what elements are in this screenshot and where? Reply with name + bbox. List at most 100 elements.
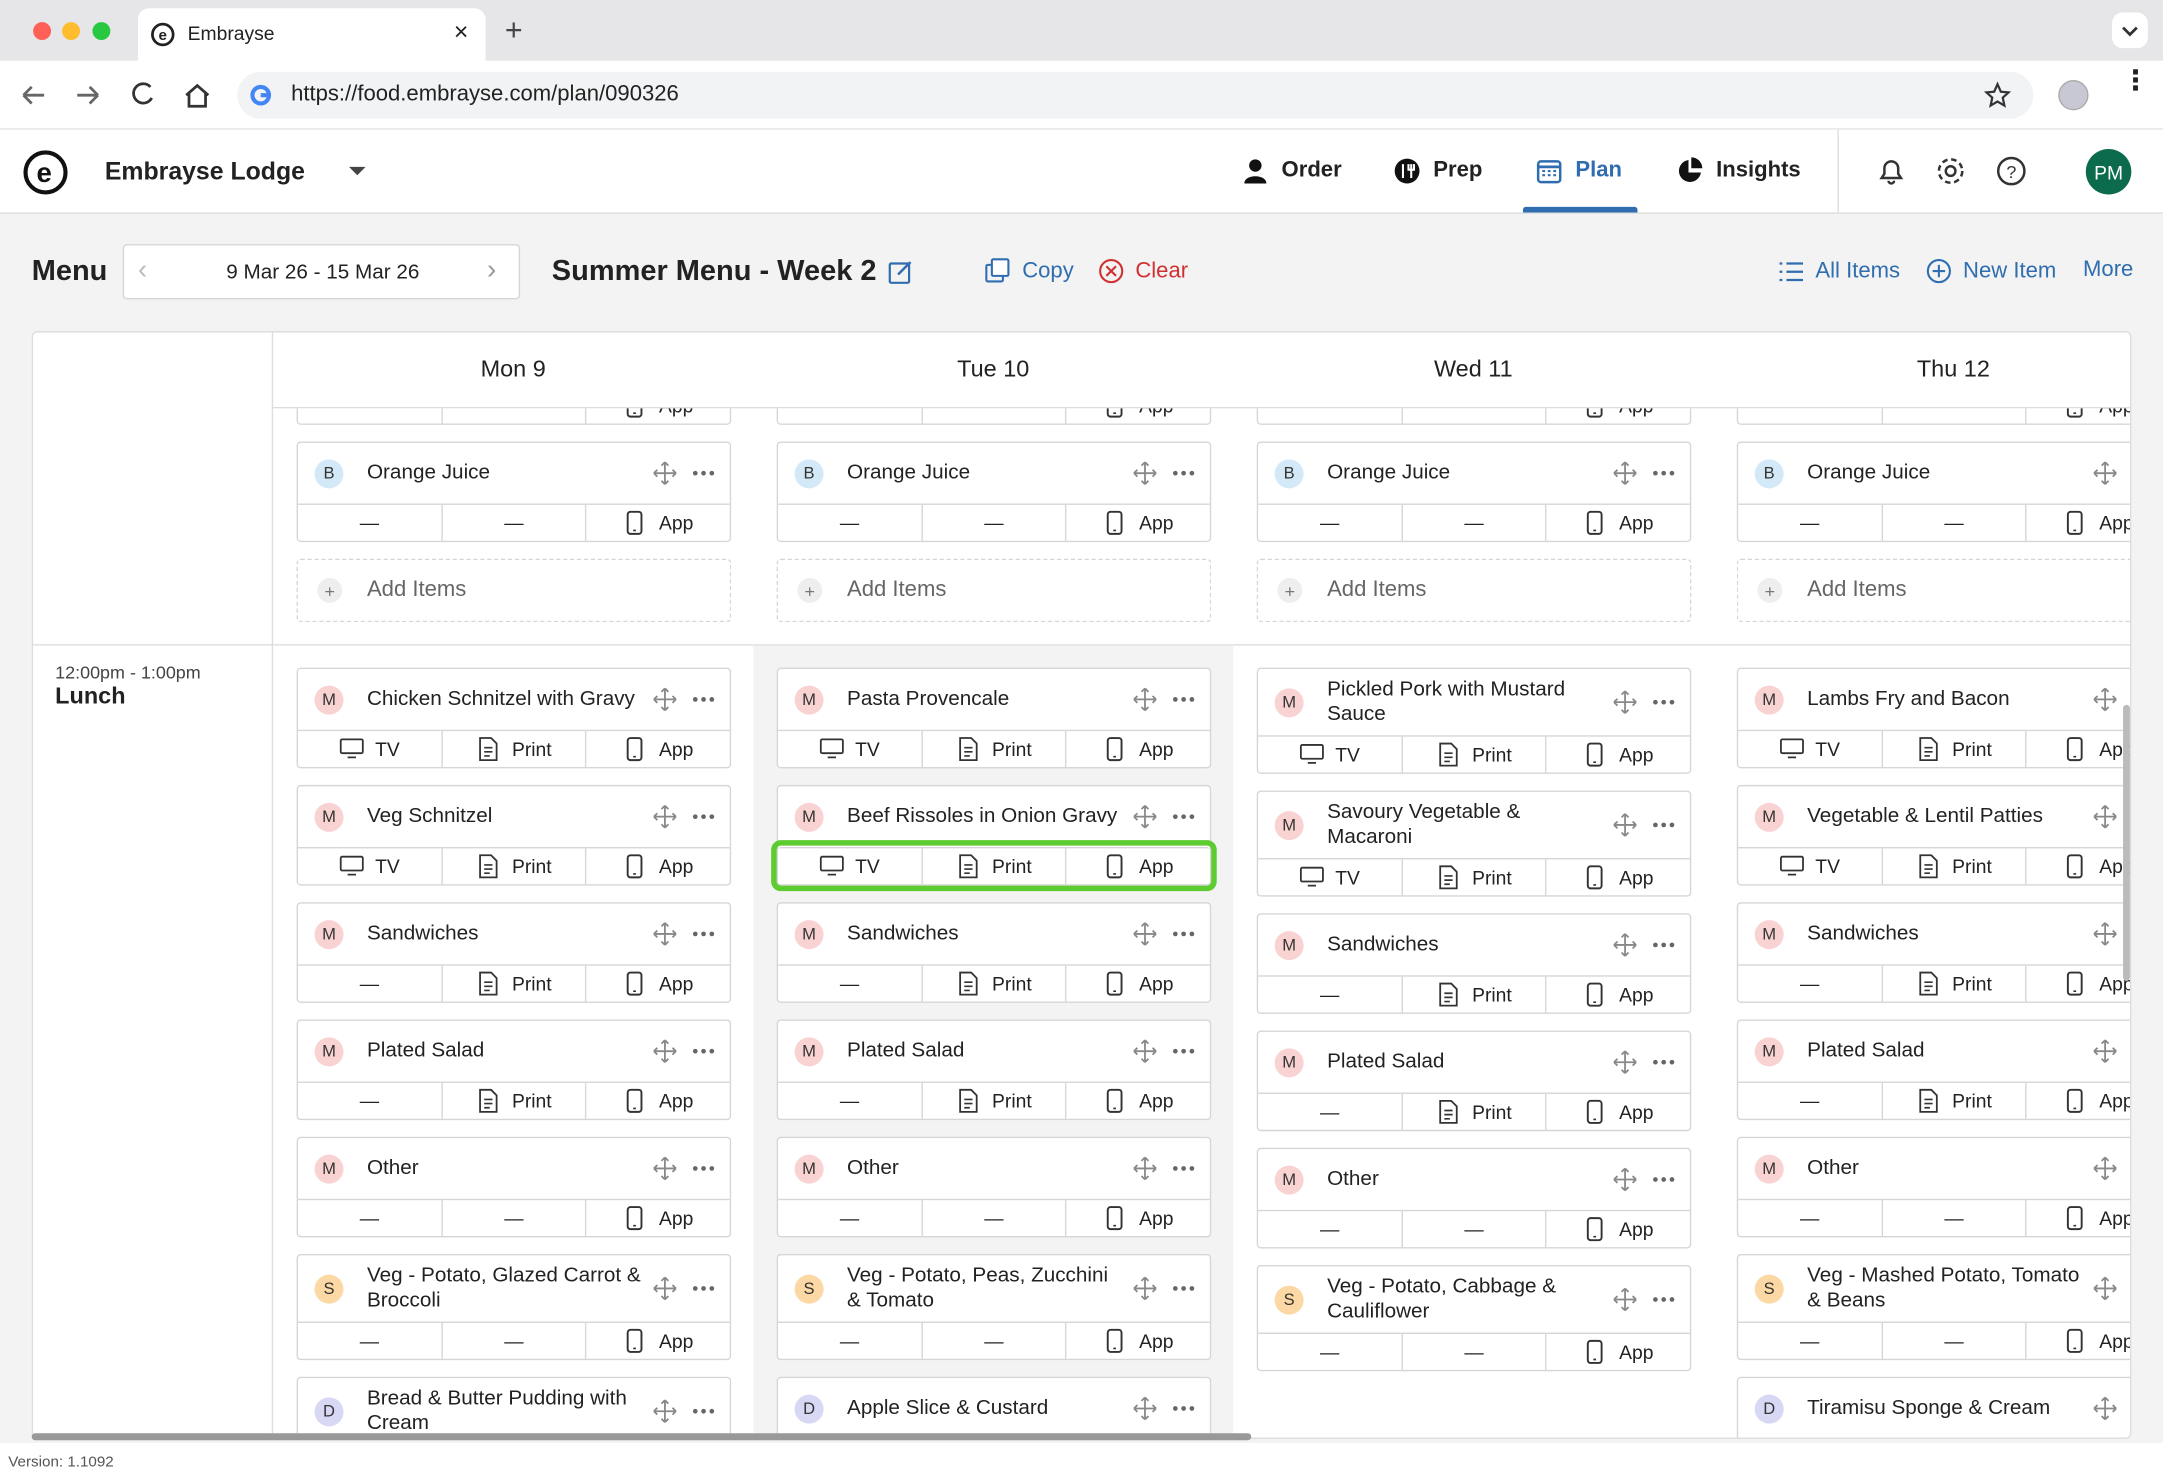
venue-name[interactable]: Embrayse Lodge	[104, 157, 305, 185]
channel-cell[interactable]: —	[298, 1323, 441, 1359]
channel-cell[interactable]: App	[585, 504, 729, 541]
channel-cell[interactable]: App	[2025, 965, 2130, 1002]
menu-item-card[interactable]: M Sandwiches — Print App	[1256, 913, 1692, 1014]
address-bar[interactable]: https://food.embrayse.com/plan/090326	[237, 71, 2034, 119]
channel-cell[interactable]: TV	[298, 848, 441, 884]
menu-item-card[interactable]: M Veg Schnitzel TV Print App	[296, 784, 732, 886]
channel-cell[interactable]: Print	[440, 731, 585, 768]
channel-cell[interactable]: Print	[1401, 859, 1545, 896]
channel-cell[interactable]: App	[2025, 504, 2130, 541]
menu-item-card[interactable]: M Plated Salad — Print App	[296, 1019, 732, 1121]
channel-cell[interactable]: App	[1545, 408, 1690, 424]
channel-cell[interactable]: TV	[1258, 737, 1401, 773]
clear-button[interactable]: Clear	[1098, 258, 1188, 284]
channel-cell[interactable]: Print	[1881, 965, 2025, 1002]
channel-cell[interactable]: Print	[440, 848, 585, 885]
channel-cell[interactable]: App	[1545, 1211, 1690, 1248]
channel-cell[interactable]: —	[1401, 1211, 1545, 1248]
nav-item[interactable]: Prep	[1393, 130, 1482, 213]
channel-cell[interactable]: —	[1738, 966, 1881, 1002]
prev-week[interactable]: ‹	[137, 255, 148, 286]
menu-item-card[interactable]: M Savoury Vegetable & Macaroni TV Print App	[1256, 790, 1692, 897]
menu-item-card[interactable]: M Other — — App	[776, 1136, 1212, 1238]
channel-cell[interactable]: App	[1065, 1322, 1209, 1359]
channel-cell[interactable]: —	[778, 1323, 921, 1359]
avatar[interactable]: PM	[2085, 148, 2132, 195]
channel-cell[interactable]: —	[1881, 1322, 2025, 1359]
channel-cell[interactable]: —	[298, 1083, 441, 1119]
channel-cell[interactable]: App	[1545, 1093, 1690, 1130]
channel-cell[interactable]: Print	[440, 965, 585, 1002]
menu-item-card[interactable]: M Lambs Fry and Bacon TV Print App	[1736, 667, 2130, 769]
channel-cell[interactable]: —	[1738, 505, 1881, 541]
horizontal-scrollbar[interactable]	[31, 1433, 1252, 1441]
channel-cell[interactable]: —	[298, 505, 441, 541]
menu-item-card[interactable]: S Veg - Potato, Glazed Carrot & Broccoli —…	[296, 1253, 732, 1361]
channel-cell[interactable]: App	[585, 965, 729, 1002]
channel-cell[interactable]: App	[1545, 976, 1690, 1013]
channel-cell[interactable]: Print	[1881, 1082, 2025, 1119]
channel-cell[interactable]: App	[1065, 1200, 1209, 1237]
menu-item-card[interactable]: D Apple Slice & Custard	[776, 1376, 1212, 1438]
nav-buttons[interactable]	[19, 80, 171, 110]
channel-cell[interactable]: —	[921, 504, 1065, 541]
channel-cell[interactable]: App	[1065, 1082, 1209, 1119]
menu-item-card[interactable]: S Veg - Potato, Peas, Zucchini & Tomato — —…	[776, 1253, 1212, 1361]
channel-cell[interactable]: —	[1738, 1083, 1881, 1119]
channel-cell[interactable]: App	[585, 408, 729, 424]
menu-item-card[interactable]: B Orange Juice — — App	[776, 441, 1212, 543]
bookmark-star[interactable]	[1983, 81, 2012, 109]
menu-item-card[interactable]: M Sandwiches — Print App	[296, 902, 732, 1003]
channel-cell[interactable]: App	[2025, 1322, 2130, 1359]
menu-item-card[interactable]: S Veg - Potato, Cabbage & Cauliflower — — Ap…	[1256, 1265, 1692, 1372]
channel-cell[interactable]: App	[1545, 504, 1690, 541]
channel-cell[interactable]: —	[778, 1083, 921, 1119]
channel-cell[interactable]: —	[1258, 977, 1401, 1013]
channel-cell[interactable]: App	[1065, 408, 1209, 424]
channel-cell[interactable]: App	[2025, 848, 2130, 885]
channel-cell[interactable]: —	[1258, 1334, 1401, 1370]
channel-cell[interactable]: Print	[921, 965, 1065, 1002]
channel-cell[interactable]: —	[1258, 1211, 1401, 1247]
all-items-button[interactable]: All Items	[1778, 258, 1900, 284]
home-button[interactable]	[182, 80, 212, 110]
menu-item-card[interactable]: D Tiramisu Sponge & Cream	[1736, 1376, 2130, 1438]
tab-close[interactable]: ×	[453, 17, 469, 46]
channel-cell[interactable]: —	[1258, 505, 1401, 541]
add-items[interactable]: + Add Items	[296, 558, 732, 623]
minimize-window[interactable]	[62, 22, 81, 41]
menu-item-card[interactable]: M Sandwiches — Print App	[776, 902, 1212, 1003]
channel-cell[interactable]: App	[585, 1082, 729, 1119]
nav-item[interactable]: Order	[1242, 130, 1342, 213]
channel-cell[interactable]: TV	[1738, 848, 1881, 884]
channel-cell[interactable]: Print	[1401, 736, 1545, 773]
channel-cell[interactable]: App	[2025, 1200, 2130, 1237]
new-item-button[interactable]: New Item	[1926, 258, 2056, 284]
menu-item-card[interactable]: M Other — — App	[1736, 1136, 2130, 1238]
channel-cell[interactable]: App	[1065, 848, 1209, 885]
channel-cell[interactable]: —	[778, 505, 921, 541]
tab-search[interactable]	[2112, 12, 2148, 49]
channel-cell[interactable]: Print	[1401, 976, 1545, 1013]
channel-cell[interactable]: TV	[778, 848, 921, 884]
channel-cell[interactable]: —	[778, 1200, 921, 1236]
channel-cell[interactable]: App	[1065, 965, 1209, 1002]
nav-item[interactable]: Insights	[1676, 130, 1801, 213]
venue-dropdown[interactable]	[348, 164, 367, 178]
help[interactable]: ?	[1995, 155, 2028, 188]
channel-cell[interactable]: App	[1545, 859, 1690, 896]
channel-cell[interactable]: Print	[921, 1082, 1065, 1119]
channel-cell[interactable]: —	[1401, 504, 1545, 541]
add-items[interactable]: + Add Items	[1736, 558, 2130, 623]
channel-cell[interactable]: Print	[921, 731, 1065, 768]
channel-cell[interactable]: —	[921, 1200, 1065, 1237]
next-week[interactable]: ›	[486, 255, 497, 286]
channel-cell[interactable]: App	[585, 731, 729, 768]
channel-cell[interactable]: —	[298, 966, 441, 1002]
menu-item-card[interactable]: M Plated Salad — Print App	[1736, 1019, 2130, 1121]
menu-item-card[interactable]: M Chicken Schnitzel with Gravy TV Print App	[296, 667, 732, 769]
channel-cell[interactable]: TV	[298, 731, 441, 767]
channel-cell[interactable]: App	[2025, 408, 2130, 424]
copy-button[interactable]: Copy	[985, 258, 1074, 284]
channel-cell[interactable]: —	[440, 1322, 585, 1359]
